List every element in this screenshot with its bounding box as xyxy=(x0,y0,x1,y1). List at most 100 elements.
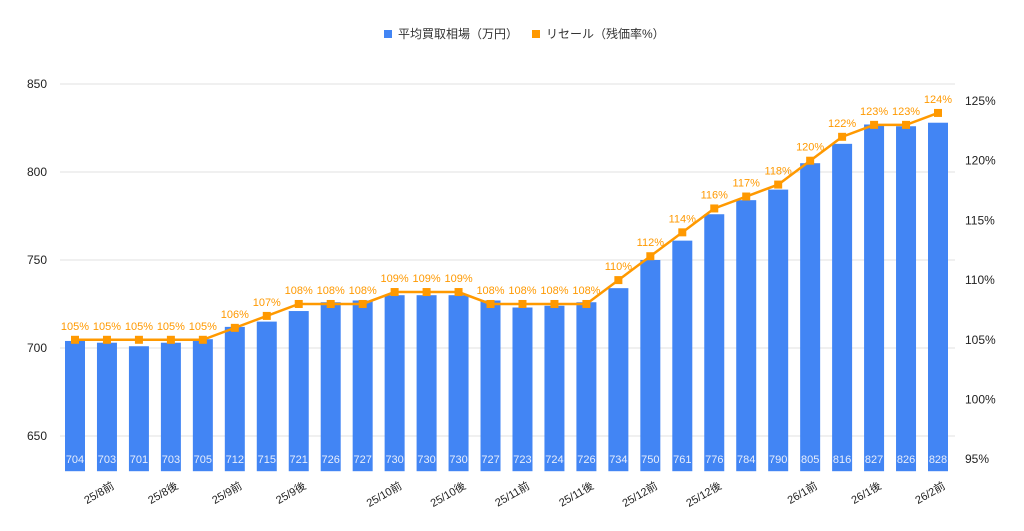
bar xyxy=(928,122,948,472)
bar-value-label: 826 xyxy=(897,454,915,466)
left-tick-label: 650 xyxy=(27,429,47,443)
line-value-label: 108% xyxy=(317,285,345,297)
bar xyxy=(864,124,885,472)
bar-value-label: 730 xyxy=(449,454,467,466)
x-tick-label: 25/10前 xyxy=(364,478,404,509)
bar xyxy=(768,189,789,472)
bar xyxy=(224,326,245,472)
line-value-label: 108% xyxy=(540,285,568,297)
line-value-label: 123% xyxy=(860,106,888,118)
bar-value-label: 726 xyxy=(577,454,595,466)
line-point xyxy=(422,288,431,297)
bar-value-label: 724 xyxy=(545,454,563,466)
line-value-label: 123% xyxy=(892,106,920,118)
bar xyxy=(640,260,661,472)
bar xyxy=(128,346,149,472)
right-tick-label: 115% xyxy=(965,213,995,227)
bar xyxy=(832,143,853,472)
legend-bar[interactable]: 平均買取相場（万円） xyxy=(384,25,518,42)
line-point xyxy=(742,192,751,201)
left-tick-label: 700 xyxy=(27,341,47,355)
line-point xyxy=(678,228,687,237)
line-point xyxy=(774,180,783,189)
bar-value-label: 828 xyxy=(929,454,947,466)
line-value-label: 114% xyxy=(669,213,697,225)
line-point xyxy=(71,335,79,344)
bar xyxy=(896,126,917,472)
right-tick-label: 105% xyxy=(965,333,996,347)
bar-value-label: 701 xyxy=(130,454,148,466)
line-point xyxy=(486,299,495,308)
line-point xyxy=(230,323,239,332)
line-value-label: 109% xyxy=(444,273,472,285)
bar-value-label: 805 xyxy=(801,454,819,466)
bar xyxy=(800,163,821,472)
line-value-label: 108% xyxy=(349,285,377,297)
bar-value-label: 715 xyxy=(258,454,276,466)
line-value-label: 108% xyxy=(572,285,600,297)
line-point xyxy=(358,299,367,308)
line-value-label: 118% xyxy=(765,166,793,178)
line-value-label: 110% xyxy=(605,261,633,273)
x-tick-label: 26/2前 xyxy=(912,478,947,506)
line-value-label: 105% xyxy=(93,321,121,333)
line-value-label: 109% xyxy=(381,273,409,285)
bar-value-label: 723 xyxy=(513,454,531,466)
bar-value-label: 703 xyxy=(98,454,116,466)
line-value-label: 105% xyxy=(125,321,153,333)
bar xyxy=(608,288,629,472)
bar xyxy=(672,240,693,472)
right-tick-label: 110% xyxy=(965,273,995,287)
bar-value-label: 730 xyxy=(417,454,435,466)
bar-value-label: 704 xyxy=(66,454,84,466)
bar-value-label: 727 xyxy=(481,454,499,466)
line-value-label: 108% xyxy=(508,285,536,297)
line-value-label: 108% xyxy=(476,285,504,297)
line-point xyxy=(134,335,143,344)
x-tick-label: 25/9後 xyxy=(273,478,308,506)
line-point xyxy=(294,299,303,308)
line-value-label: 108% xyxy=(285,285,313,297)
bar-value-label: 750 xyxy=(641,454,659,466)
x-tick-label: 25/9前 xyxy=(209,478,244,506)
bar xyxy=(160,342,181,472)
bar-value-label: 727 xyxy=(353,454,371,466)
bar xyxy=(704,214,725,472)
line-point xyxy=(198,335,207,344)
line-point xyxy=(518,299,527,308)
line-point xyxy=(614,276,623,285)
x-tick-label: 25/10後 xyxy=(428,478,468,509)
legend: 平均買取相場（万円） リセール（残価率%） xyxy=(384,25,665,42)
line-point xyxy=(934,108,942,117)
right-tick-label: 125% xyxy=(965,94,996,108)
x-tick-label: 25/8後 xyxy=(145,478,180,506)
bar xyxy=(448,295,469,472)
line-point xyxy=(646,252,655,261)
line-point xyxy=(262,311,271,320)
line-point xyxy=(550,299,559,308)
bar xyxy=(384,295,405,472)
line-point xyxy=(806,156,815,165)
bar xyxy=(736,200,757,472)
bar xyxy=(416,295,437,472)
line-value-label: 116% xyxy=(701,189,729,201)
line-point xyxy=(710,204,719,213)
bar xyxy=(320,302,341,472)
bar-value-label: 730 xyxy=(385,454,403,466)
legend-label: リセール（残価率%） xyxy=(546,27,665,41)
bar xyxy=(288,311,309,472)
bar-value-label: 761 xyxy=(673,454,691,466)
right-tick-label: 120% xyxy=(965,154,996,168)
left-tick-label: 800 xyxy=(27,165,47,179)
bar xyxy=(576,302,597,472)
line-value-label: 109% xyxy=(413,273,441,285)
legend-line[interactable]: リセール（残価率%） xyxy=(532,25,665,42)
bar xyxy=(352,300,373,472)
line-value-label: 124% xyxy=(924,94,952,106)
bar-value-label: 703 xyxy=(162,454,180,466)
line-value-label: 106% xyxy=(221,309,249,321)
line-value-label: 112% xyxy=(637,237,665,249)
x-tick-label: 25/8前 xyxy=(81,478,116,506)
line-point xyxy=(102,335,111,344)
